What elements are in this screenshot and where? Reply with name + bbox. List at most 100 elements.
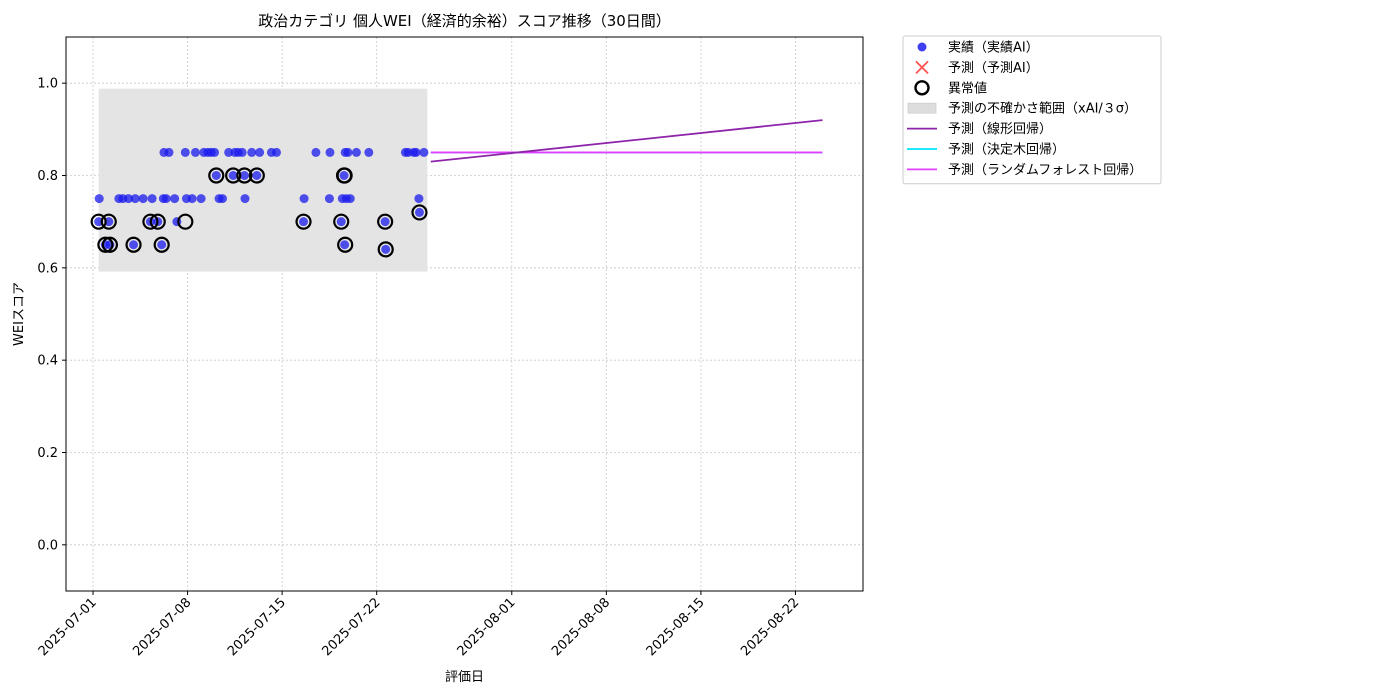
x-axis-label: 評価日 [445,670,484,685]
anomaly-marker [225,167,242,184]
anomaly-marker [333,213,350,230]
y-tick-label: 0.6 [37,261,58,276]
x-tick-label: 2025-08-22 [738,595,802,659]
actual-point [157,240,167,250]
actual-point [211,171,221,180]
actual-point [217,194,227,204]
plot-frame [65,36,864,592]
legend-label-band: 予測の不確かさ範囲（xAI/３σ） [948,101,1137,117]
x-tick-label: 2025-07-22 [319,595,383,659]
actual-point [255,147,265,157]
y-tick-label: 0.8 [37,169,58,184]
actual-point [180,147,190,157]
y-axis-label: WEIスコア [12,282,27,346]
anomaly-marker [149,213,166,230]
actual-point [170,194,180,204]
x-tick-label: 2025-07-08 [130,595,194,659]
legend-anomaly-marker [914,80,930,96]
actual-point [240,194,250,204]
anomaly-marker [90,213,107,230]
anomaly-marker [177,213,194,230]
actual-point [414,194,424,204]
y-tick-label: 0.2 [37,446,58,461]
legend-label-tree: 予測（決定木回帰） [948,142,1065,158]
actual-point [196,194,206,204]
actual-point [414,207,424,217]
x-axis-ticks: 2025-07-01 2025-07-08 2025-07-15 2025-07-22… [36,591,802,659]
actual-point [190,147,200,157]
actual-point [94,194,104,204]
legend-label-anomaly: 異常値 [948,80,987,96]
actual-point [336,217,346,227]
actual-point [345,194,355,204]
actual-point [224,147,234,157]
actual-point [325,147,335,157]
x-tick-label: 2025-08-01 [455,595,519,659]
y-axis-ticks: 0.0 0.2 0.4 0.6 0.8 1.0 [37,77,66,553]
actual-point [94,217,104,227]
actual-point [129,240,139,250]
actual-point [237,147,247,157]
regression-lines-layer [430,119,823,163]
actual-point [343,147,353,157]
actual-point [239,171,249,180]
anomaly-marker [236,167,253,184]
legend-label-forest: 予測（ランダムフォレスト回帰） [948,162,1142,178]
actual-point [228,171,238,180]
actual-point [138,194,148,204]
actual-point [164,147,174,157]
actual-point [411,147,421,157]
anomaly-marker [142,213,159,230]
actual-point [161,194,171,204]
y-tick-label: 1.0 [37,77,58,92]
anomaly-marker [336,167,353,184]
actual-point [364,147,374,157]
x-tick-label: 2025-08-15 [644,595,708,659]
legend-label-predicted: 予測（予測AI） [948,61,1039,76]
x-tick-label: 2025-08-08 [549,595,613,659]
y-tick-label: 0.4 [37,354,58,369]
chart-title: 政治カテゴリ 個人WEI（経済的余裕）スコア推移（30日間） [258,12,671,30]
legend-predicted-marker [915,60,929,75]
y-tick-label: 0.0 [37,538,58,553]
actual-point [247,147,257,157]
anomaly-marker [125,236,142,253]
legend-band-swatch [907,102,937,114]
actual-point [272,147,282,157]
anomaly-marker [248,167,265,184]
actual-point [419,147,429,157]
anomaly-marker [97,236,114,253]
legend-box [902,35,1162,185]
anomaly-marker [153,236,170,253]
anomaly-marker [411,204,428,221]
actual-point [123,194,133,204]
anomaly-marker [337,236,354,253]
actual-point [147,194,157,204]
anomaly-marker [295,213,312,230]
x-tick-label: 2025-07-15 [225,595,289,659]
actual-point [340,240,350,250]
actual-point [339,171,349,180]
actual-point [299,217,309,227]
actual-point [299,194,309,204]
actual-point [311,147,321,157]
actual-point [130,194,140,204]
x-tick-label: 2025-07-01 [36,595,100,659]
anomaly-marker [101,236,119,253]
anomaly-marker [377,241,394,258]
anomaly-marker [208,167,225,184]
actual-point [252,171,262,180]
actual-point [210,147,220,157]
anomaly-marker [377,213,394,230]
legend-label-linear: 予測（線形回帰） [948,121,1052,137]
actual-point [324,194,334,204]
anomaly-rings-layer [90,167,428,258]
actual-point [381,244,391,254]
actual-point [380,217,390,227]
legend-actual-marker [917,42,927,52]
linear-regression-line [430,119,823,163]
actual-point [351,147,361,157]
actual-point [187,194,197,204]
